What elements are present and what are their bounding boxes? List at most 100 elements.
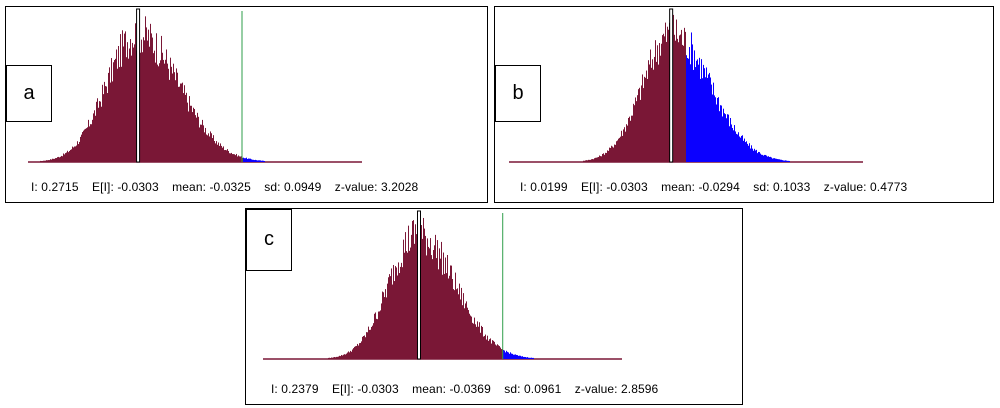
histogram-bar xyxy=(706,67,707,162)
histogram-bar xyxy=(774,158,775,162)
histogram-bar xyxy=(721,105,722,162)
histogram-bar xyxy=(720,105,721,162)
histogram-bar xyxy=(107,93,108,162)
histogram-bar xyxy=(362,336,363,359)
histogram-bar xyxy=(474,317,475,359)
histogram-bar xyxy=(169,79,170,162)
histogram-bar xyxy=(509,353,510,359)
histogram-bar xyxy=(666,41,667,162)
histogram-bar xyxy=(133,47,134,163)
histogram-bar xyxy=(228,150,229,162)
histogram-bar xyxy=(388,277,389,359)
histogram-bar xyxy=(523,356,524,359)
histogram-bar xyxy=(129,48,130,162)
histogram-bar xyxy=(662,35,663,162)
histogram-bar xyxy=(208,133,209,162)
histogram-bar xyxy=(769,156,770,162)
histogram-bar xyxy=(382,291,383,359)
histogram-bar xyxy=(218,142,219,162)
histogram-bar xyxy=(464,308,465,359)
histogram-bar xyxy=(664,36,665,162)
stat-sd: sd: 0.0949 xyxy=(264,180,322,194)
histogram-bar xyxy=(190,105,191,162)
histogram-bar xyxy=(481,325,482,359)
histogram-bar xyxy=(637,95,638,162)
histogram-bar xyxy=(588,159,589,162)
histogram-bar xyxy=(454,290,455,359)
histogram-bar xyxy=(179,86,180,162)
histogram-bar xyxy=(159,63,160,163)
histogram-bar xyxy=(623,129,624,162)
histogram-bar xyxy=(633,103,634,162)
histogram-bar xyxy=(395,266,396,359)
histogram-bar xyxy=(751,145,752,162)
histogram-bar xyxy=(593,159,594,162)
histogram-bar xyxy=(398,262,399,359)
histogram-bar xyxy=(153,53,154,163)
histogram-bar xyxy=(606,152,607,162)
histogram-bar xyxy=(741,135,742,162)
histogram-bar xyxy=(592,159,593,162)
histogram-bar xyxy=(342,355,343,359)
histogram-bar xyxy=(717,97,718,162)
histogram-plot-a xyxy=(28,8,362,163)
histogram-bar xyxy=(755,150,756,162)
histogram-bar xyxy=(531,357,532,359)
histogram-bar xyxy=(788,160,789,162)
histogram-bar xyxy=(41,160,42,162)
histogram-bar xyxy=(367,332,368,359)
histogram-bar xyxy=(605,152,606,162)
histogram-bar xyxy=(760,153,761,162)
histogram-bar xyxy=(770,156,771,162)
histogram-bar xyxy=(156,33,157,162)
histogram-bar xyxy=(109,67,110,162)
histogram-bar xyxy=(47,160,48,162)
histogram-bar xyxy=(740,137,741,162)
histogram-bar xyxy=(83,130,84,162)
histogram-bar xyxy=(513,354,514,359)
histogram-bar xyxy=(168,68,169,162)
histogram-bar xyxy=(378,311,379,359)
histogram-bar xyxy=(173,63,174,162)
histogram-bar xyxy=(663,33,664,162)
histogram-bar xyxy=(381,303,382,359)
histogram-bar xyxy=(780,159,781,162)
histogram-bar xyxy=(725,114,726,162)
histogram-bar xyxy=(652,59,653,162)
histogram-bar xyxy=(777,159,778,162)
histogram-bar xyxy=(644,76,645,162)
histogram-bar xyxy=(520,355,521,359)
histogram-bar xyxy=(616,141,617,162)
histogram-bar xyxy=(786,160,787,162)
histogram-bar xyxy=(134,44,135,162)
histogram-bar xyxy=(142,52,143,163)
histogram-bar xyxy=(533,357,534,359)
histogram-bar xyxy=(76,145,77,162)
histogram-bar xyxy=(446,273,447,359)
histogram-bar xyxy=(348,351,349,359)
stat-z-value: z-value: 0.4773 xyxy=(823,180,908,194)
histogram-bar xyxy=(96,101,97,162)
histogram-bar xyxy=(331,357,332,359)
histogram-bar xyxy=(409,250,410,359)
histogram-bar xyxy=(660,55,661,163)
histogram-bar xyxy=(772,158,773,162)
histogram-bar xyxy=(59,157,60,162)
histogram-bar xyxy=(126,57,127,162)
histogram-bar xyxy=(259,160,260,162)
histogram-bar xyxy=(450,265,451,359)
histogram-bar xyxy=(451,265,452,359)
histogram-bar xyxy=(742,135,743,162)
histogram-bar xyxy=(724,113,725,162)
histogram-bar xyxy=(685,31,686,162)
histogram-bar xyxy=(433,250,434,359)
histogram-bar xyxy=(656,61,657,162)
histogram-bar xyxy=(448,278,449,359)
histogram-bar xyxy=(627,125,628,162)
stat-z-value: z-value: 2.8596 xyxy=(574,382,659,396)
histogram-bar xyxy=(511,353,512,359)
histogram-bar xyxy=(651,67,652,162)
histogram-bar xyxy=(80,136,81,162)
histogram-bar xyxy=(611,145,612,162)
histogram-bar xyxy=(238,155,239,162)
